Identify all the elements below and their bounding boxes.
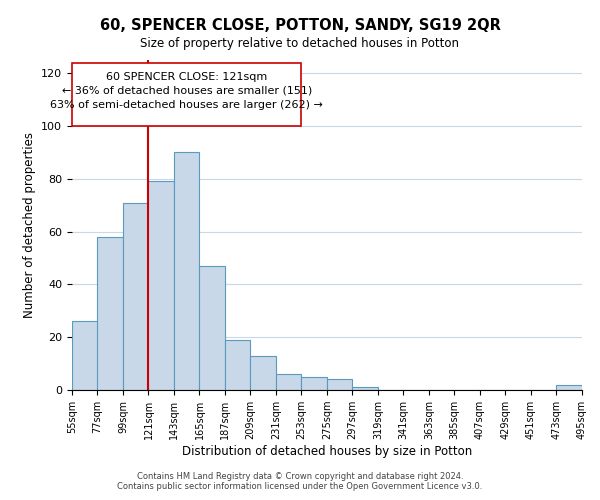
Text: ← 36% of detached houses are smaller (151): ← 36% of detached houses are smaller (15… — [62, 85, 312, 95]
Text: 60 SPENCER CLOSE: 121sqm: 60 SPENCER CLOSE: 121sqm — [106, 72, 268, 82]
Bar — [556, 384, 582, 390]
Bar — [148, 182, 174, 390]
Text: Contains public sector information licensed under the Open Government Licence v3: Contains public sector information licen… — [118, 482, 482, 491]
Text: 63% of semi-detached houses are larger (262) →: 63% of semi-detached houses are larger (… — [50, 100, 323, 110]
Bar — [301, 377, 327, 390]
Bar — [225, 340, 251, 390]
Text: 60, SPENCER CLOSE, POTTON, SANDY, SG19 2QR: 60, SPENCER CLOSE, POTTON, SANDY, SG19 2… — [100, 18, 500, 32]
FancyBboxPatch shape — [72, 62, 301, 126]
Bar — [174, 152, 199, 390]
Bar — [199, 266, 225, 390]
Bar — [251, 356, 276, 390]
Bar — [276, 374, 301, 390]
Text: Size of property relative to detached houses in Potton: Size of property relative to detached ho… — [140, 38, 460, 51]
X-axis label: Distribution of detached houses by size in Potton: Distribution of detached houses by size … — [182, 445, 472, 458]
Bar — [72, 322, 97, 390]
Bar — [327, 380, 352, 390]
Bar — [123, 202, 148, 390]
Y-axis label: Number of detached properties: Number of detached properties — [23, 132, 35, 318]
Bar — [352, 388, 378, 390]
Text: Contains HM Land Registry data © Crown copyright and database right 2024.: Contains HM Land Registry data © Crown c… — [137, 472, 463, 481]
Bar — [97, 237, 123, 390]
